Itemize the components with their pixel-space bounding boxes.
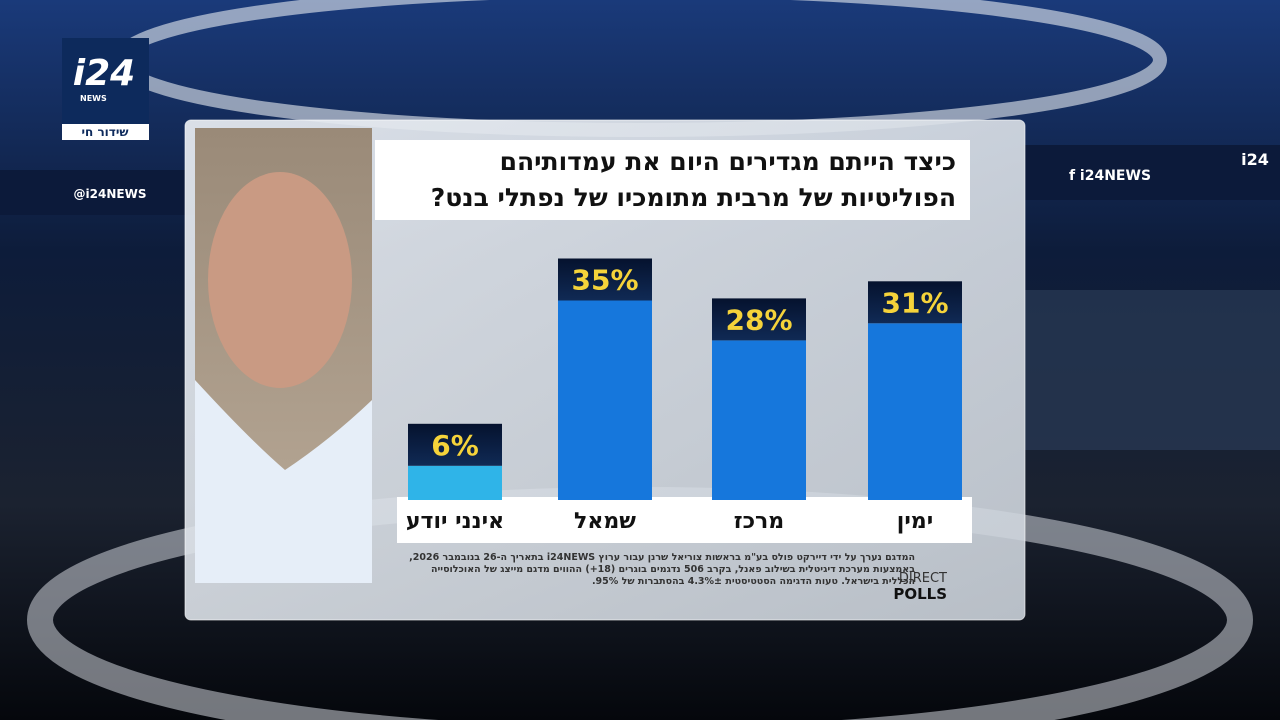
- category-label: מרכז: [734, 509, 784, 534]
- bar: [712, 340, 806, 500]
- poll-title: כיצד הייתם מגדירים היום את עמדותיהם הפול…: [375, 140, 970, 220]
- value-label: 31%: [881, 286, 948, 319]
- ticker-text: f i24NEWS: [1069, 168, 1151, 184]
- value-label: 35%: [571, 264, 638, 297]
- category-label: שמאל: [574, 509, 636, 534]
- live-label: שידור חי: [82, 125, 129, 139]
- live-box: [62, 124, 149, 140]
- photo-face: [208, 172, 352, 388]
- ticker-band: [0, 170, 200, 215]
- bars: 6% אינני יודע 35% שמאל 28% מרכז 31% ימין: [406, 258, 962, 534]
- value-box: [712, 298, 806, 341]
- title-line: כיצד הייתם מגדירים היום את עמדותיהם: [499, 147, 956, 176]
- ticker-band: [1025, 145, 1280, 200]
- category-strip: [397, 497, 972, 543]
- logo-sub: NEWS: [80, 94, 107, 103]
- category-label: אינני יודע: [406, 509, 504, 534]
- footnote: המדגם נערך על ידי דיירקט פולס בע"מ בראשו…: [409, 552, 915, 587]
- logo: i24: [73, 53, 135, 94]
- value-label: 6%: [431, 429, 479, 462]
- bar: [868, 323, 962, 500]
- ticker-text: i24: [1241, 150, 1269, 169]
- value-box: [868, 281, 962, 324]
- brand-top: DIRECT: [899, 571, 947, 586]
- title-line: הפוליטיות של מרבית מתומכיו של נפתלי בנט?: [430, 183, 956, 212]
- studio-wall: [1025, 290, 1280, 450]
- logo-box: [62, 38, 149, 140]
- photo-shirt: [195, 380, 372, 583]
- value-label: 28%: [725, 303, 792, 336]
- bar: [558, 300, 652, 500]
- ticker-text: @i24NEWS: [74, 187, 147, 201]
- bar: [408, 465, 502, 500]
- value-box: [408, 423, 502, 466]
- category-label: ימין: [897, 509, 933, 534]
- value-box: [558, 258, 652, 301]
- brand-bottom: POLLS: [893, 585, 947, 603]
